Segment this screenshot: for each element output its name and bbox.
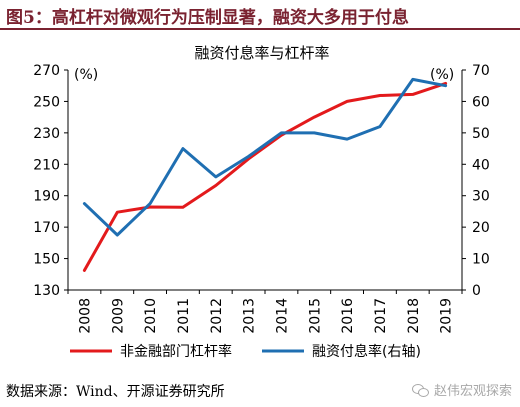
y-left-tick-label: 210 (33, 157, 60, 173)
y-right-tick-label: 60 (472, 94, 490, 110)
y-left-tick-label: 230 (33, 126, 60, 142)
y-right-unit: (%) (430, 67, 454, 83)
x-tick-label: 2008 (77, 298, 93, 334)
y-left-tick-label: 250 (33, 94, 60, 110)
axes: 130 150 170 190 210 230 250 270 0 10 20 30 40 50 60 70 2… (33, 63, 490, 334)
y-left-tick-label: 130 (33, 283, 60, 299)
x-tick-label: 2011 (176, 298, 192, 334)
watermark: 赵伟宏观探索 (411, 380, 512, 399)
x-tick-label: 2014 (274, 298, 290, 334)
x-tick-label: 2009 (110, 298, 126, 334)
y-right-tick-label: 20 (472, 220, 490, 236)
title-divider (0, 28, 520, 30)
x-tick-label: 2016 (340, 298, 356, 334)
x-tick-label: 2012 (209, 298, 225, 334)
series-line-1 (82, 77, 448, 237)
y-right-tick-label: 10 (472, 252, 490, 268)
y-right-tick-label: 0 (472, 283, 481, 299)
x-tick-label: 2017 (373, 298, 389, 334)
source-note: 数据来源：Wind、开源证券研究所 (6, 384, 225, 400)
chart-title: 融资付息率与杠杆率 (194, 44, 329, 62)
y-right-tick-label: 30 (472, 189, 490, 205)
legend: 非金融部门杠杆率 融资付息率(右轴) (70, 343, 421, 360)
y-left-tick-label: 170 (33, 220, 60, 236)
x-tick-label: 2013 (242, 298, 258, 334)
y-left-unit: (%) (74, 67, 98, 83)
series-lines (82, 77, 448, 272)
y-right-tick-label: 40 (472, 157, 490, 173)
y-left-tick-label: 270 (33, 63, 60, 79)
y-left-tick-label: 150 (33, 252, 60, 268)
y-right-tick-label: 70 (472, 63, 490, 79)
legend-label-0: 非金融部门杠杆率 (120, 343, 232, 360)
legend-label-1: 融资付息率(右轴) (312, 343, 421, 360)
y-left-tick-label: 190 (33, 189, 60, 205)
y-right-tick-label: 50 (472, 126, 490, 142)
watermark-text: 赵伟宏观探索 (433, 384, 512, 399)
x-tick-label: 2010 (143, 298, 159, 334)
wechat-icon (411, 383, 430, 397)
x-tick-label: 2019 (439, 298, 455, 334)
x-tick-label: 2015 (307, 298, 323, 334)
figure-title: 图5：高杠杆对微观行为压制显著，融资大多用于付息 (6, 8, 409, 28)
x-tick-label: 2018 (406, 298, 422, 334)
